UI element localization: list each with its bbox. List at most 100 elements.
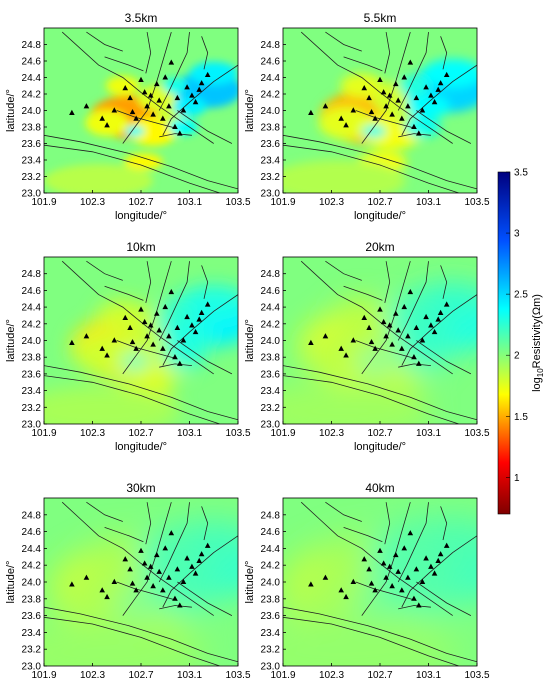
y-tick-label: 23.6 — [22, 139, 42, 150]
x-tick-label: 102.3 — [80, 428, 105, 439]
station-marker — [129, 338, 136, 345]
panel-title: 30km — [126, 481, 155, 495]
fault-line — [343, 285, 383, 301]
station-marker — [368, 338, 375, 345]
resistivity-anomaly — [120, 353, 150, 369]
station-marker — [83, 574, 90, 580]
resistivity-anomaly — [150, 540, 200, 574]
resistivity-anomaly — [389, 579, 456, 618]
fault-line — [61, 260, 214, 375]
plot-area — [283, 257, 477, 424]
station-marker — [127, 566, 133, 572]
fault-line — [44, 616, 220, 666]
fault-line — [61, 501, 214, 616]
x-tick-label: 102.3 — [319, 197, 344, 208]
fault-line — [325, 260, 362, 281]
x-tick-label: 103.5 — [464, 670, 489, 681]
fault-line — [397, 261, 429, 341]
resistivity-anomaly — [392, 300, 436, 331]
plot-area — [44, 498, 238, 666]
fault-line — [162, 535, 238, 608]
station-marker — [389, 341, 395, 347]
y-axis-label: latitude/° — [5, 89, 17, 132]
x-tick-label: 103.5 — [225, 428, 250, 439]
colorbar-tick-label: 1.5 — [514, 412, 528, 423]
fault-line — [355, 110, 417, 129]
fault-line — [440, 265, 448, 299]
fault-line — [398, 363, 431, 368]
resistivity-anomaly — [189, 61, 238, 85]
station-marker — [104, 352, 110, 358]
resistivity-anomaly — [44, 619, 208, 666]
fault-line — [162, 294, 238, 366]
station-marker — [189, 322, 195, 328]
station-marker — [141, 318, 148, 325]
station-marker — [431, 99, 438, 105]
station-marker — [405, 103, 411, 109]
colorbar-gradient — [497, 171, 511, 515]
y-tick-label: 23.8 — [22, 353, 42, 364]
station-marker — [386, 92, 393, 98]
y-tick-label: 23.6 — [261, 369, 281, 380]
station-marker — [129, 580, 136, 586]
fault-line — [325, 501, 362, 522]
y-tick-label: 23.2 — [22, 645, 42, 656]
y-tick-label: 24.0 — [261, 578, 281, 589]
station-marker — [172, 123, 178, 129]
resistivity-anomaly — [386, 537, 442, 576]
fault-line — [283, 365, 477, 421]
panel-title: 5.5km — [364, 11, 397, 25]
x-tick-label: 102.3 — [319, 670, 344, 681]
fault-line — [300, 260, 453, 375]
y-tick-label: 24.2 — [22, 319, 42, 330]
station-marker — [399, 345, 405, 351]
station-marker — [150, 341, 156, 347]
station-marker — [322, 574, 329, 580]
station-marker — [405, 333, 411, 339]
x-tick-label: 102.3 — [80, 197, 105, 208]
x-tick-label: 102.7 — [128, 670, 153, 681]
y-tick-label: 23.0 — [22, 662, 42, 673]
station-marker — [162, 303, 169, 310]
y-tick-label: 23.0 — [261, 420, 281, 431]
fault-line — [44, 144, 220, 193]
fault-line — [398, 133, 431, 138]
fault-line — [397, 502, 429, 583]
fault-line — [343, 527, 383, 543]
station-marker — [350, 337, 357, 343]
y-tick-label: 23.0 — [261, 189, 281, 200]
x-tick-label: 102.7 — [367, 670, 392, 681]
station-marker — [361, 314, 368, 320]
y-tick-label: 24.4 — [22, 73, 42, 84]
station-marker — [322, 333, 329, 339]
station-marker — [111, 578, 118, 584]
fault-line — [116, 110, 178, 129]
station-marker — [204, 71, 211, 78]
y-tick-label: 23.4 — [22, 156, 42, 167]
station-marker — [372, 345, 378, 351]
x-tick-label: 101.9 — [270, 197, 295, 208]
station-marker — [122, 85, 129, 91]
station-marker — [189, 92, 195, 98]
y-tick-label: 23.8 — [261, 353, 281, 364]
x-tick-label: 102.7 — [128, 428, 153, 439]
fault-line — [343, 56, 383, 72]
station-marker — [437, 80, 444, 86]
station-marker — [405, 574, 411, 580]
station-marker — [383, 103, 389, 109]
station-marker — [399, 115, 405, 121]
x-tick-label: 103.5 — [464, 197, 489, 208]
y-tick-label: 23.6 — [22, 611, 42, 622]
resistivity-anomaly — [115, 592, 155, 614]
x-tick-label: 103.1 — [416, 197, 441, 208]
plot-area — [283, 498, 477, 666]
y-tick-label: 24.2 — [22, 90, 42, 101]
station-marker — [99, 115, 105, 121]
station-marker — [160, 587, 166, 593]
station-marker — [174, 94, 181, 101]
station-marker — [166, 574, 172, 580]
y-tick-label: 24.0 — [22, 336, 42, 347]
station-marker — [423, 84, 429, 90]
station-marker — [443, 71, 450, 78]
panel-6: 40km 101.9 102.3 102.7 103.1 103.5 23.0 23.2 23.… — [244, 481, 490, 681]
